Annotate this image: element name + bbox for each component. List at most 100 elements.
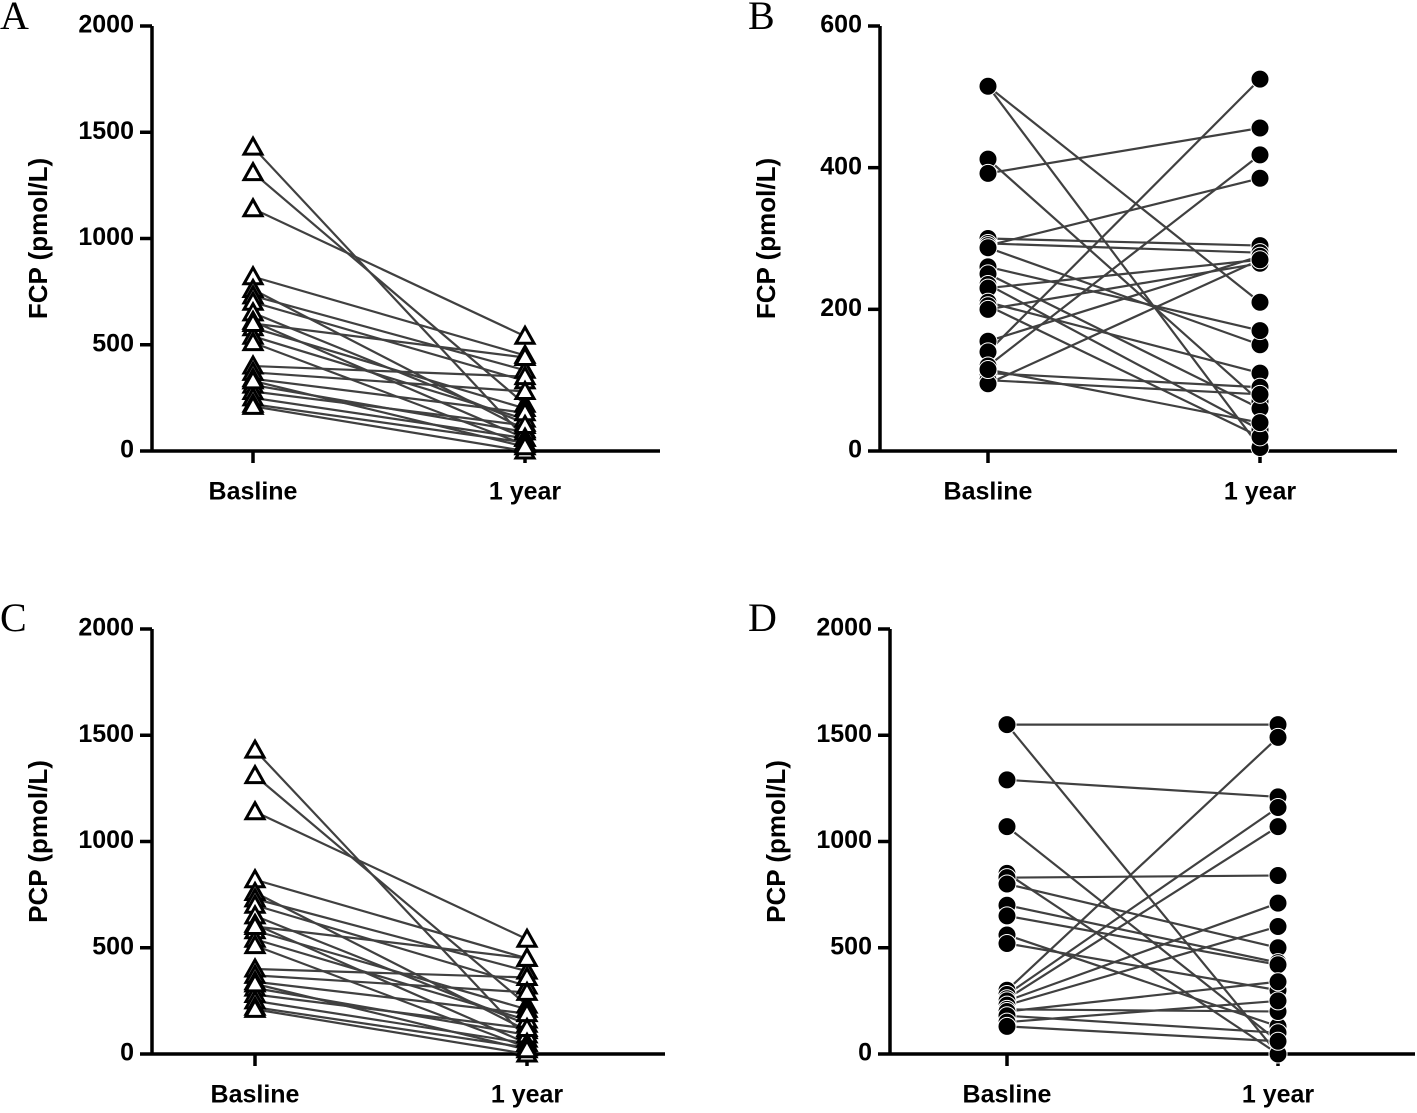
point [978, 360, 998, 380]
pair-line [987, 262, 1261, 311]
point [513, 434, 537, 456]
point [243, 997, 267, 1018]
pair-line [252, 377, 526, 414]
x-tick-label: 1 year [489, 478, 562, 506]
pair-line [987, 78, 1261, 353]
pair-line [987, 368, 1261, 424]
point [978, 238, 998, 258]
y-tick-label: 1500 [78, 117, 134, 145]
y-tick-label: 500 [92, 329, 134, 357]
pair-line [252, 379, 526, 448]
point [243, 914, 267, 935]
pair-line [254, 904, 528, 988]
y-tick-label: 500 [92, 932, 134, 960]
point [515, 980, 539, 1001]
pair-line [1006, 872, 1279, 1055]
point [241, 311, 265, 332]
y-tick-label: 0 [120, 1039, 134, 1067]
pair-line [1006, 980, 1279, 1013]
y-tick-label: 200 [820, 294, 862, 322]
x-tick-label: 1 year [491, 1081, 564, 1109]
pair-line [1006, 904, 1279, 964]
pair-line [987, 258, 1261, 385]
pair-line [1006, 902, 1279, 1002]
point [243, 933, 267, 955]
pair-line [987, 304, 1261, 438]
x-tick-label: Basline [944, 478, 1033, 506]
y-tick-label: 500 [830, 932, 872, 960]
pair-line [252, 341, 526, 446]
pair-line [252, 146, 526, 440]
y-tick-label: 2000 [78, 11, 134, 39]
pair-line [987, 246, 1261, 346]
point [513, 345, 537, 366]
point [1250, 69, 1270, 89]
point [1268, 727, 1288, 747]
y-axis-label: PCP (pmol/L) [761, 760, 791, 923]
point [1250, 145, 1270, 165]
pair-line [254, 1006, 528, 1049]
x-tick-label: 1 year [1242, 1081, 1315, 1109]
point [978, 163, 998, 183]
pair-line [254, 897, 528, 973]
point [997, 934, 1017, 953]
y-tick-label: 0 [858, 1039, 872, 1067]
panel-label: C [0, 595, 27, 640]
pair-line [252, 207, 526, 338]
pair-line [1006, 874, 1279, 879]
pair-line [987, 258, 1261, 290]
point [1268, 1031, 1288, 1051]
point [997, 906, 1017, 926]
pair-line [254, 993, 528, 1030]
point [997, 1016, 1017, 1036]
pair-line [254, 982, 528, 1051]
point [1268, 798, 1288, 817]
point [1268, 866, 1288, 885]
pair-line [1006, 933, 1279, 1028]
pair-line [252, 371, 526, 393]
point [241, 394, 265, 415]
y-tick-label: 1000 [816, 826, 872, 854]
pair-line [254, 967, 528, 979]
y-tick-label: 2000 [816, 614, 872, 642]
pair-line [252, 171, 526, 406]
pair-line [1006, 825, 1279, 1000]
pair-line [254, 1008, 528, 1056]
pair-line [252, 396, 526, 440]
point [1268, 955, 1288, 975]
pair-line [252, 390, 526, 427]
pair-line [254, 980, 528, 1015]
y-axis-label: PCP (pmol/L) [23, 760, 53, 923]
point [1268, 917, 1288, 936]
point [1250, 250, 1270, 270]
point [1268, 991, 1288, 1011]
pair-line [252, 322, 526, 359]
pair-line [987, 272, 1261, 410]
point [997, 817, 1017, 837]
panel-label: A [0, 0, 29, 38]
x-tick-label: Basline [211, 1081, 300, 1109]
y-tick-label: 1000 [78, 826, 134, 854]
pair-line [254, 774, 528, 1006]
pair-line [1006, 736, 1279, 992]
point [1250, 118, 1270, 138]
pair-line [254, 878, 528, 960]
point [1250, 168, 1270, 188]
y-tick-label: 0 [848, 436, 862, 464]
x-tick-label: Basline [963, 1081, 1052, 1109]
pair-line [987, 371, 1261, 389]
pair-line [987, 85, 1261, 304]
point [243, 799, 267, 821]
point [1268, 893, 1288, 913]
pair-line [254, 749, 528, 1040]
pair-line [987, 126, 1261, 175]
point [241, 160, 265, 182]
point [241, 196, 265, 218]
pair-line [1006, 723, 1279, 1055]
pair-line [1006, 999, 1279, 1024]
point [1250, 292, 1270, 312]
pair-line [252, 326, 526, 410]
point [1250, 384, 1270, 404]
point [513, 324, 537, 345]
point [978, 76, 998, 96]
